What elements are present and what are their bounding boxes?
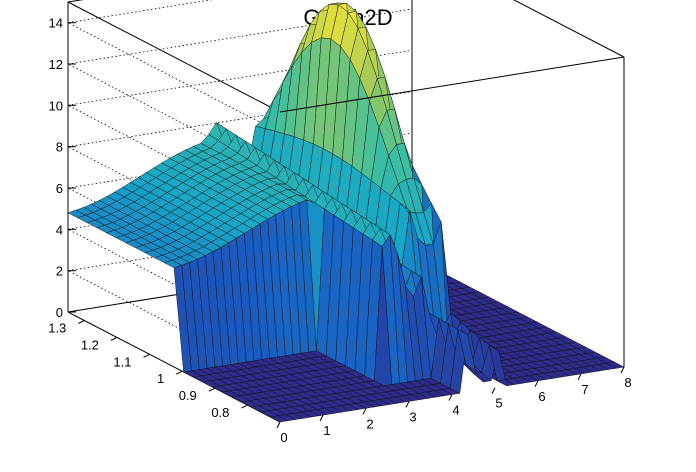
tick-label: 14 [49, 16, 63, 31]
tick-label: 10 [49, 98, 63, 113]
x-tick [534, 380, 539, 388]
tick-label: 0.9 [179, 388, 197, 403]
tick-label: 3 [409, 409, 416, 424]
x-tick [319, 414, 324, 422]
tick-label: 7 [581, 382, 588, 397]
tick-label: 1.1 [113, 354, 131, 369]
tick-label: 8 [624, 375, 631, 390]
tick-label: 0 [56, 305, 63, 320]
y-tick [143, 353, 150, 358]
frame-edge [67, 0, 84, 3]
tick-label: 8 [56, 140, 63, 155]
x-tick [577, 373, 582, 381]
tick-label: 1.3 [48, 321, 66, 336]
tick-label: 2 [56, 264, 63, 279]
tick-label: 0 [280, 430, 287, 445]
z-gridline [67, 22, 281, 134]
surface-cell [606, 361, 625, 369]
x-tick [620, 366, 625, 374]
y-tick [241, 404, 248, 409]
frame-edge [279, 56, 625, 113]
tick-label: 12 [49, 57, 63, 72]
tick-label: 0.8 [211, 405, 229, 420]
y-tick [208, 387, 216, 392]
y-tick [110, 336, 118, 341]
front-frame [68, 0, 625, 429]
x-tick [448, 394, 453, 401]
x-tick [405, 401, 410, 408]
tick-label: 1 [323, 423, 330, 438]
x-tick [276, 421, 281, 429]
y-tick [78, 320, 85, 324]
tick-label: 6 [56, 181, 63, 196]
tick-label: 1.2 [81, 337, 99, 352]
x-tick [362, 408, 367, 415]
tick-label: 4 [452, 403, 459, 418]
x-tick [491, 387, 496, 394]
y-tick [175, 370, 183, 375]
frame-edge [513, 0, 625, 58]
tick-label: 4 [56, 222, 63, 237]
tick-label: 6 [538, 389, 545, 404]
tick-label: 5 [495, 396, 502, 411]
frame-edge [67, 1, 281, 113]
tick-label: 1 [157, 371, 164, 386]
tick-label: 2 [366, 416, 373, 431]
surface-plot [67, 2, 625, 423]
